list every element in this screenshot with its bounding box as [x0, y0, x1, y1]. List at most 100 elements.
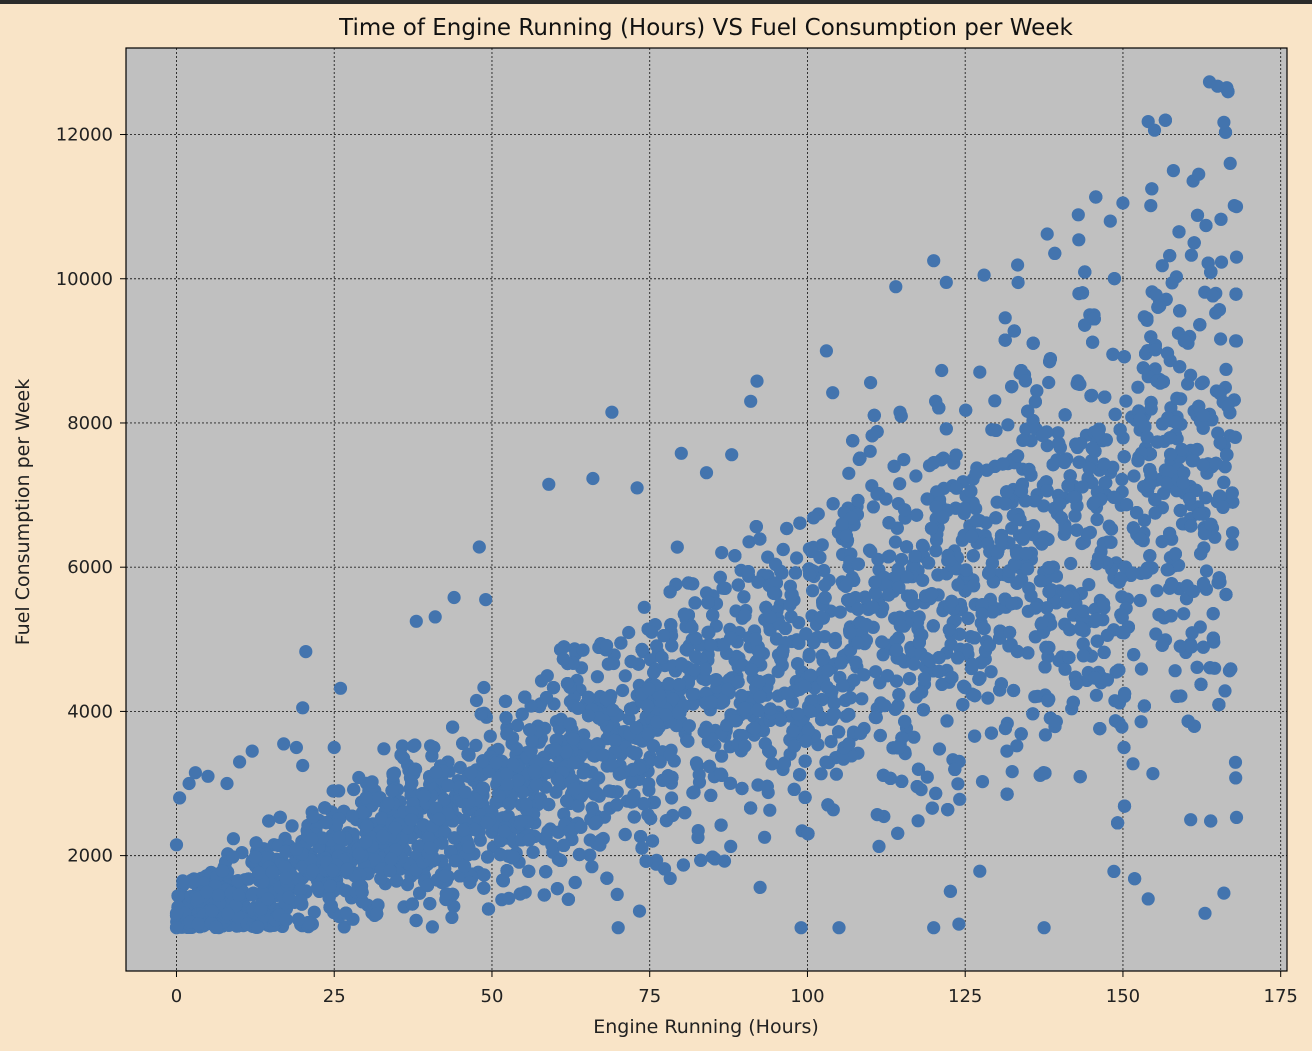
scatter-point — [1010, 739, 1024, 753]
scatter-point — [806, 584, 820, 598]
scatter-point — [920, 492, 934, 506]
scatter-point — [1112, 663, 1126, 677]
scatter-point — [910, 508, 924, 522]
scatter-point — [650, 715, 664, 729]
scatter-point — [1027, 494, 1042, 508]
scatter-point — [1175, 442, 1189, 457]
scatter-point — [749, 632, 763, 646]
scatter-point — [907, 657, 921, 671]
scatter-point — [641, 727, 656, 741]
scatter-point — [585, 860, 599, 874]
scatter-point — [539, 865, 553, 879]
scatter-point — [735, 781, 749, 796]
scatter-point — [1078, 265, 1092, 279]
scatter-point — [849, 655, 863, 670]
scatter-point — [367, 853, 382, 867]
scatter-point — [1075, 286, 1090, 300]
scatter-point — [868, 586, 882, 600]
scatter-point — [319, 816, 333, 830]
scatter-point — [839, 529, 854, 543]
scatter-point — [394, 748, 408, 762]
scatter-point — [663, 748, 677, 762]
scatter-point — [735, 729, 749, 743]
scatter-point — [670, 540, 684, 554]
scatter-point — [685, 687, 700, 701]
scatter-point — [1203, 661, 1217, 675]
scatter-point — [791, 707, 805, 721]
scatter-point — [1007, 324, 1021, 338]
scatter-point — [1184, 640, 1198, 654]
scatter-point — [1073, 770, 1087, 784]
scatter-point — [1131, 380, 1145, 394]
scatter-point — [924, 521, 939, 535]
scatter-point — [605, 759, 619, 773]
scatter-point — [1075, 480, 1089, 494]
scatter-point — [717, 637, 731, 652]
scatter-point — [1213, 489, 1227, 503]
scatter-point — [994, 533, 1008, 548]
scatter-point — [585, 801, 599, 815]
scatter-point — [1035, 537, 1049, 551]
scatter-point — [1148, 493, 1162, 507]
scatter-point — [968, 689, 982, 703]
scatter-point — [1026, 707, 1040, 721]
scatter-point — [878, 578, 892, 592]
scatter-point — [1019, 547, 1033, 561]
scatter-point — [948, 613, 962, 627]
scatter-point — [665, 692, 680, 706]
scatter-point — [323, 879, 337, 893]
scatter-point — [968, 729, 982, 743]
scatter-point — [899, 540, 914, 554]
scatter-point — [339, 906, 353, 920]
scatter-point — [519, 797, 533, 812]
scatter-point — [642, 777, 656, 791]
scatter-point — [656, 773, 670, 787]
scatter-point — [984, 726, 999, 740]
scatter-point — [447, 831, 461, 845]
scatter-point — [1076, 637, 1090, 651]
scatter-point — [925, 801, 939, 815]
scatter-point — [1040, 601, 1054, 615]
scatter-point — [457, 859, 472, 873]
scatter-point — [629, 721, 643, 735]
scatter-point — [760, 779, 774, 794]
scatter-point — [959, 403, 973, 417]
scatter-point — [252, 866, 266, 880]
scatter-point — [657, 629, 671, 643]
scatter-point — [502, 797, 516, 811]
scatter-point — [1163, 526, 1177, 540]
scatter-point — [771, 665, 785, 679]
scatter-point — [998, 311, 1012, 325]
scatter-point — [262, 814, 276, 828]
scatter-point — [522, 864, 536, 878]
scatter-point — [315, 831, 329, 845]
scatter-point — [1089, 688, 1103, 702]
scatter-point — [763, 803, 777, 817]
scatter-point — [541, 824, 555, 839]
scatter-point — [957, 679, 971, 693]
scatter-point — [534, 674, 549, 688]
scatter-point — [662, 677, 676, 691]
scatter-point — [787, 782, 801, 797]
scatter-point — [1150, 435, 1164, 449]
scatter-point — [737, 701, 751, 716]
scatter-point — [911, 615, 925, 629]
scatter-point — [1196, 576, 1211, 591]
scatter-point — [453, 760, 467, 775]
scatter-point — [1003, 625, 1017, 640]
scatter-point — [659, 814, 674, 828]
scatter-point — [751, 703, 765, 717]
scatter-point — [1214, 255, 1229, 269]
scatter-point — [948, 762, 962, 777]
scatter-point — [583, 848, 597, 862]
scatter-point — [384, 852, 398, 866]
scatter-point — [767, 586, 781, 600]
scatter-point — [956, 698, 970, 712]
scatter-point — [701, 595, 715, 609]
scatter-point — [1220, 448, 1234, 462]
scatter-point — [1173, 503, 1187, 518]
scatter-point — [1173, 639, 1187, 653]
scatter-point — [1142, 478, 1156, 493]
scatter-point — [943, 884, 958, 898]
scatter-point — [498, 694, 513, 708]
